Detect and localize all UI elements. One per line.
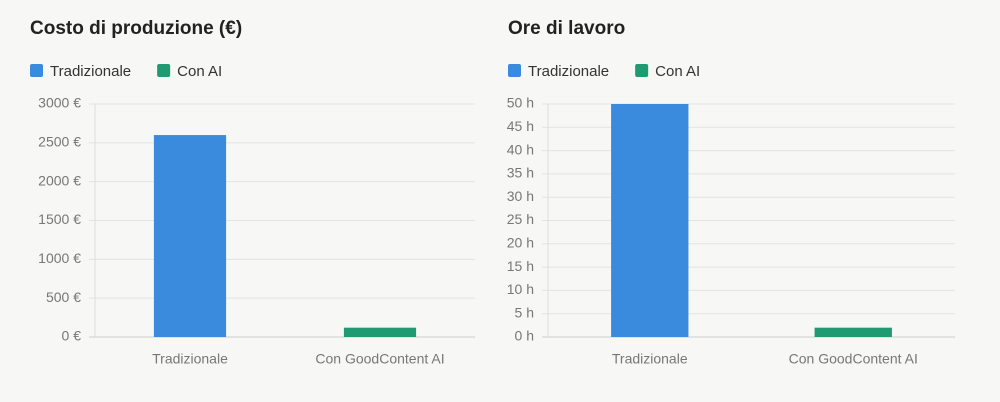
- y-tick-label: 1000 €: [38, 250, 81, 266]
- y-tick-label: 10 h: [507, 281, 534, 297]
- y-tick-label: 1500 €: [38, 211, 81, 227]
- y-tick-label: 30 h: [507, 188, 534, 204]
- y-tick-label: 2500 €: [38, 134, 81, 150]
- legend-label: Tradizionale: [50, 63, 131, 80]
- legend-swatch: [635, 64, 649, 77]
- y-tick-label: 5 h: [515, 304, 534, 320]
- bar: [343, 327, 417, 337]
- legend-swatch: [30, 64, 43, 77]
- y-tick-label: 15 h: [507, 258, 534, 274]
- y-tick-label: 25 h: [507, 211, 534, 227]
- x-tick-label: Tradizionale: [152, 351, 228, 367]
- x-tick-label: Con GoodContent AI: [789, 351, 918, 367]
- legend-label: Con AI: [177, 63, 222, 80]
- y-tick-label: 20 h: [507, 235, 534, 251]
- legend-swatch: [508, 64, 521, 77]
- y-tick-label: 45 h: [507, 118, 534, 134]
- bar: [814, 327, 892, 337]
- y-tick-label: 500 €: [46, 289, 81, 305]
- bar: [611, 104, 689, 337]
- chart-title: Costo di produzione (€): [30, 18, 242, 39]
- legend-swatch: [157, 64, 171, 77]
- x-tick-label: Con GoodContent AI: [315, 351, 444, 367]
- legend-label: Con AI: [655, 63, 700, 80]
- chart-title: Ore di lavoro: [508, 18, 625, 39]
- y-tick-label: 3000 €: [38, 95, 81, 111]
- y-tick-label: 0 €: [62, 328, 82, 344]
- y-tick-label: 50 h: [507, 95, 534, 111]
- legend-label: Tradizionale: [528, 63, 609, 80]
- x-tick-label: Tradizionale: [612, 351, 688, 367]
- y-tick-label: 40 h: [507, 141, 534, 157]
- bar: [153, 135, 227, 337]
- y-tick-label: 0 h: [515, 328, 534, 344]
- y-tick-label: 35 h: [507, 165, 534, 181]
- y-tick-label: 2000 €: [38, 172, 81, 188]
